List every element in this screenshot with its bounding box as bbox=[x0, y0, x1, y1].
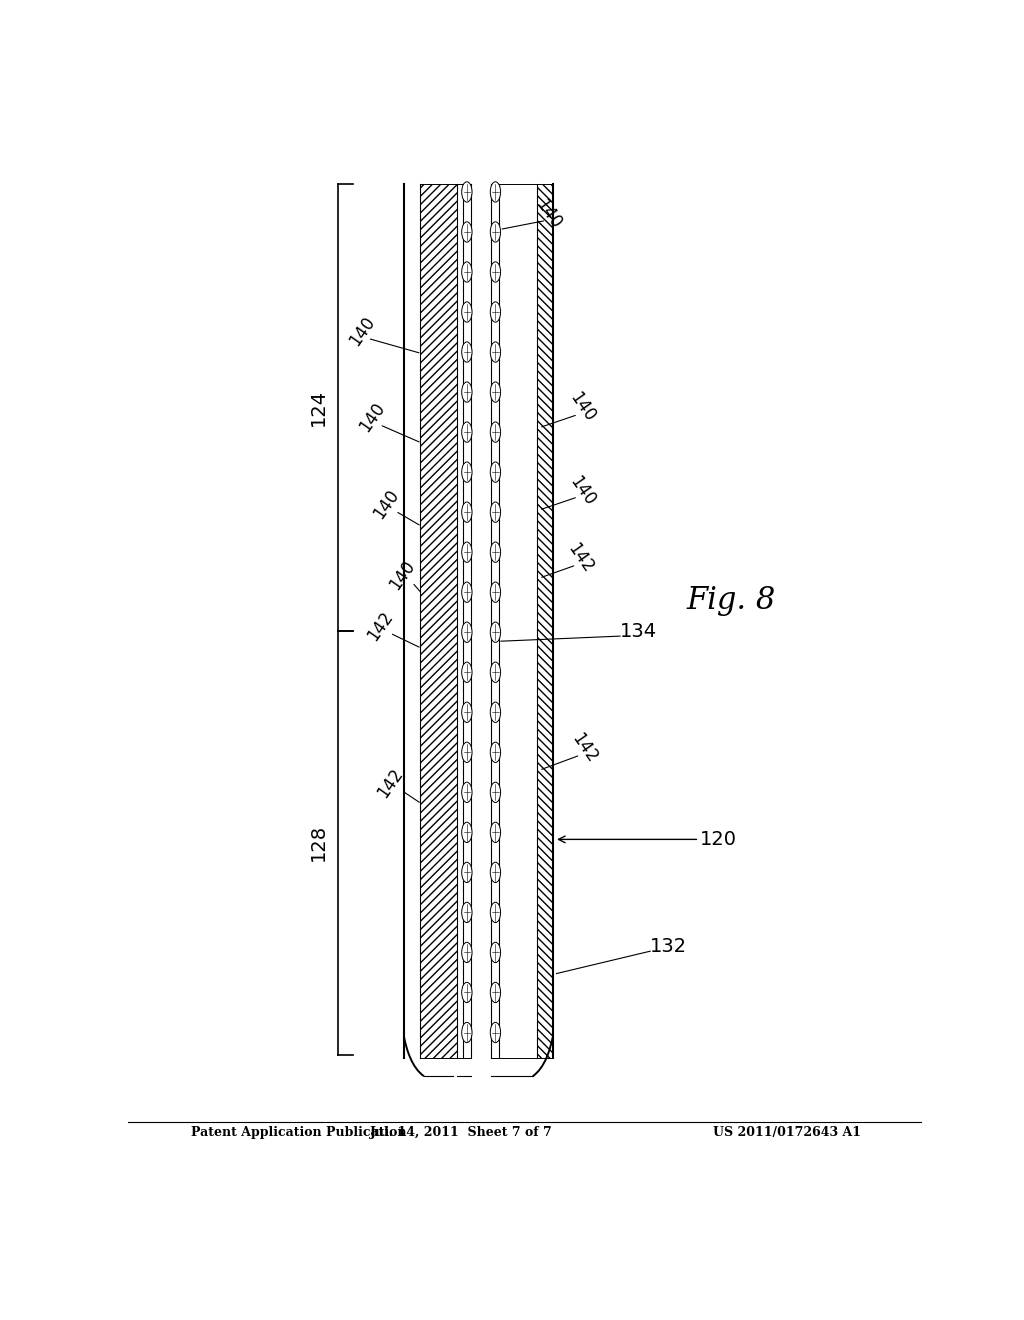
Text: 140: 140 bbox=[385, 557, 418, 593]
Ellipse shape bbox=[490, 422, 501, 442]
Text: 134: 134 bbox=[620, 622, 657, 640]
Ellipse shape bbox=[490, 663, 501, 682]
Ellipse shape bbox=[462, 182, 472, 202]
FancyBboxPatch shape bbox=[537, 183, 553, 1057]
Ellipse shape bbox=[490, 582, 501, 602]
Text: 142: 142 bbox=[364, 607, 397, 644]
Ellipse shape bbox=[462, 822, 472, 842]
Text: 142: 142 bbox=[564, 540, 597, 576]
Text: 142: 142 bbox=[374, 766, 407, 801]
Text: Jul. 14, 2011  Sheet 7 of 7: Jul. 14, 2011 Sheet 7 of 7 bbox=[370, 1126, 553, 1139]
Ellipse shape bbox=[490, 182, 501, 202]
Ellipse shape bbox=[490, 381, 501, 403]
Ellipse shape bbox=[462, 903, 472, 923]
Ellipse shape bbox=[462, 742, 472, 763]
FancyBboxPatch shape bbox=[458, 183, 463, 1057]
Text: US 2011/0172643 A1: US 2011/0172643 A1 bbox=[713, 1126, 861, 1139]
Ellipse shape bbox=[462, 663, 472, 682]
Ellipse shape bbox=[490, 302, 501, 322]
Text: Fig. 8: Fig. 8 bbox=[686, 585, 776, 616]
Ellipse shape bbox=[462, 862, 472, 883]
Text: 128: 128 bbox=[309, 824, 328, 861]
Text: 140: 140 bbox=[565, 473, 598, 510]
Text: 140: 140 bbox=[370, 486, 402, 523]
Ellipse shape bbox=[490, 742, 501, 763]
Ellipse shape bbox=[490, 783, 501, 803]
Ellipse shape bbox=[462, 582, 472, 602]
Ellipse shape bbox=[490, 822, 501, 842]
Ellipse shape bbox=[490, 342, 501, 362]
Ellipse shape bbox=[462, 302, 472, 322]
FancyBboxPatch shape bbox=[463, 183, 471, 1057]
Ellipse shape bbox=[462, 342, 472, 362]
Ellipse shape bbox=[462, 702, 472, 722]
Ellipse shape bbox=[490, 982, 501, 1003]
Text: 140: 140 bbox=[346, 313, 379, 350]
Ellipse shape bbox=[462, 462, 472, 482]
Ellipse shape bbox=[462, 422, 472, 442]
Ellipse shape bbox=[462, 783, 472, 803]
FancyBboxPatch shape bbox=[492, 183, 500, 1057]
Ellipse shape bbox=[490, 261, 501, 282]
Ellipse shape bbox=[490, 1022, 501, 1043]
Ellipse shape bbox=[490, 543, 501, 562]
Text: 140: 140 bbox=[532, 197, 565, 232]
Ellipse shape bbox=[462, 942, 472, 962]
Ellipse shape bbox=[490, 462, 501, 482]
Ellipse shape bbox=[490, 222, 501, 242]
Ellipse shape bbox=[490, 702, 501, 722]
Text: Patent Application Publication: Patent Application Publication bbox=[191, 1126, 407, 1139]
Ellipse shape bbox=[490, 862, 501, 883]
FancyBboxPatch shape bbox=[500, 183, 537, 1057]
FancyBboxPatch shape bbox=[420, 183, 458, 1057]
Text: 140: 140 bbox=[356, 400, 389, 436]
Ellipse shape bbox=[462, 1022, 472, 1043]
Ellipse shape bbox=[462, 982, 472, 1003]
Ellipse shape bbox=[462, 502, 472, 523]
Text: 132: 132 bbox=[650, 937, 687, 956]
Text: 124: 124 bbox=[309, 389, 328, 426]
Ellipse shape bbox=[490, 903, 501, 923]
Ellipse shape bbox=[490, 942, 501, 962]
Ellipse shape bbox=[462, 222, 472, 242]
Text: 120: 120 bbox=[699, 830, 736, 849]
Text: 142: 142 bbox=[568, 730, 601, 766]
Ellipse shape bbox=[490, 502, 501, 523]
Text: 140: 140 bbox=[565, 389, 598, 425]
Ellipse shape bbox=[462, 261, 472, 282]
Ellipse shape bbox=[490, 622, 501, 643]
Ellipse shape bbox=[462, 622, 472, 643]
Ellipse shape bbox=[462, 381, 472, 403]
Ellipse shape bbox=[462, 543, 472, 562]
